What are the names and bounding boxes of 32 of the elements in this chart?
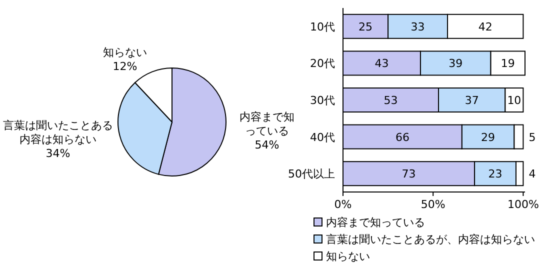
data-label: 29 (481, 130, 496, 144)
x-tick-label: 50% (420, 198, 446, 211)
data-label: 23 (488, 168, 502, 181)
x-tick-label: 100% (507, 198, 539, 211)
legend-label: 内容まで知っている (326, 216, 425, 229)
legend-label: 言葉は聞いたことあるが、内容は知らない (326, 233, 535, 246)
data-label: 66 (395, 130, 410, 144)
data-label: 5 (528, 130, 536, 144)
data-label: 39 (448, 57, 463, 70)
data-label: 42 (478, 20, 492, 34)
y-tick-label: 50代以上 (288, 168, 335, 181)
slice-label: 内容まで知っている (239, 110, 294, 138)
y-tick-label: 20代 (310, 57, 335, 70)
y-tick-label: 30代 (310, 94, 335, 107)
y-tick-label: 40代 (310, 130, 335, 144)
data-label: 19 (500, 57, 515, 70)
data-label: 54% (254, 138, 280, 152)
data-label: 4 (528, 168, 536, 181)
data-label: 37 (464, 94, 479, 107)
y-tick-label: 10代 (310, 20, 335, 34)
data-label: 73 (402, 168, 416, 181)
data-label: 53 (384, 94, 398, 107)
data-label: 12% (112, 60, 138, 73)
data-label: 10 (507, 94, 522, 107)
x-tick-label: 0% (334, 198, 352, 211)
data-label: 34% (46, 146, 70, 160)
data-label: 43 (374, 57, 389, 70)
data-label: 33 (410, 20, 425, 34)
slice-label: 言葉は聞いたことある内容は知らない (3, 118, 113, 146)
legend-label: 知らない (326, 250, 370, 263)
data-label: 25 (358, 20, 373, 34)
slice-label: 知らない (102, 46, 147, 59)
